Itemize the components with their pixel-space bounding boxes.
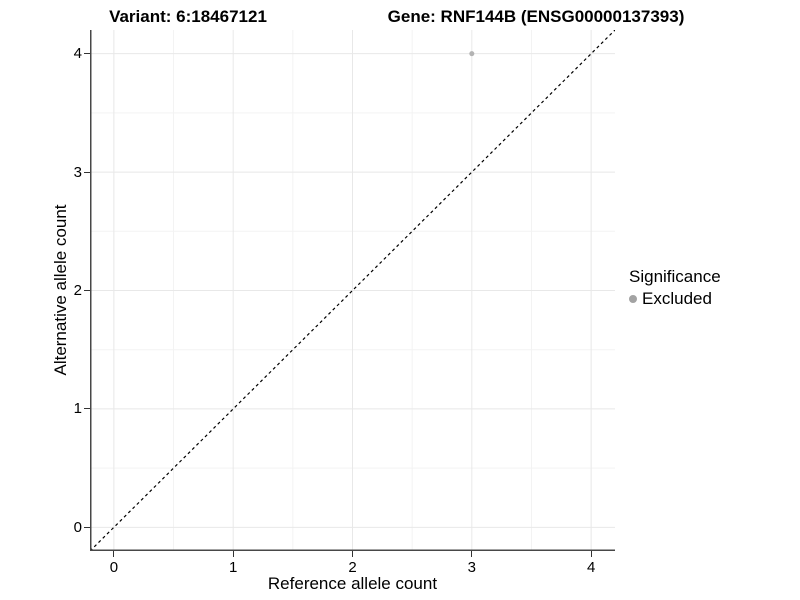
data-point bbox=[469, 51, 475, 57]
x-tick-label: 3 bbox=[467, 559, 476, 576]
x-tick-mark bbox=[113, 551, 115, 557]
x-axis-title: Reference allele count bbox=[267, 574, 438, 593]
x-tick-mark bbox=[471, 551, 473, 557]
y-tick-label: 3 bbox=[73, 163, 82, 181]
y-tick-mark bbox=[84, 290, 90, 291]
legend-item: Excluded bbox=[629, 289, 721, 308]
y-tick-mark bbox=[84, 526, 90, 528]
x-tick-mark bbox=[232, 551, 234, 557]
x-tick-mark bbox=[590, 551, 592, 557]
x-tick-label: 2 bbox=[348, 559, 357, 576]
x-tick-label: 1 bbox=[229, 559, 238, 576]
x-tick-label: 0 bbox=[109, 559, 119, 576]
y-tick-mark bbox=[84, 53, 90, 55]
circle-icon bbox=[629, 294, 637, 303]
y-tick-label: 0 bbox=[73, 518, 82, 536]
gene-title: Gene: RNF144B (ENSG00000137393) bbox=[387, 7, 685, 26]
y-tick-label: 4 bbox=[73, 45, 82, 63]
y-tick-mark bbox=[84, 408, 90, 410]
variant-title: Variant: 6:18467121 bbox=[109, 7, 267, 26]
legend-title: Significance bbox=[629, 267, 721, 286]
y-tick-label: 1 bbox=[73, 400, 82, 418]
plot-area-svg bbox=[90, 30, 615, 551]
x-tick-label: 4 bbox=[586, 559, 596, 576]
legend-item-label: Excluded bbox=[642, 289, 712, 308]
x-tick-mark bbox=[352, 551, 353, 557]
y-tick-mark bbox=[84, 171, 90, 173]
y-tick-label: 2 bbox=[73, 282, 82, 299]
legend: Significance Excluded bbox=[629, 267, 721, 308]
